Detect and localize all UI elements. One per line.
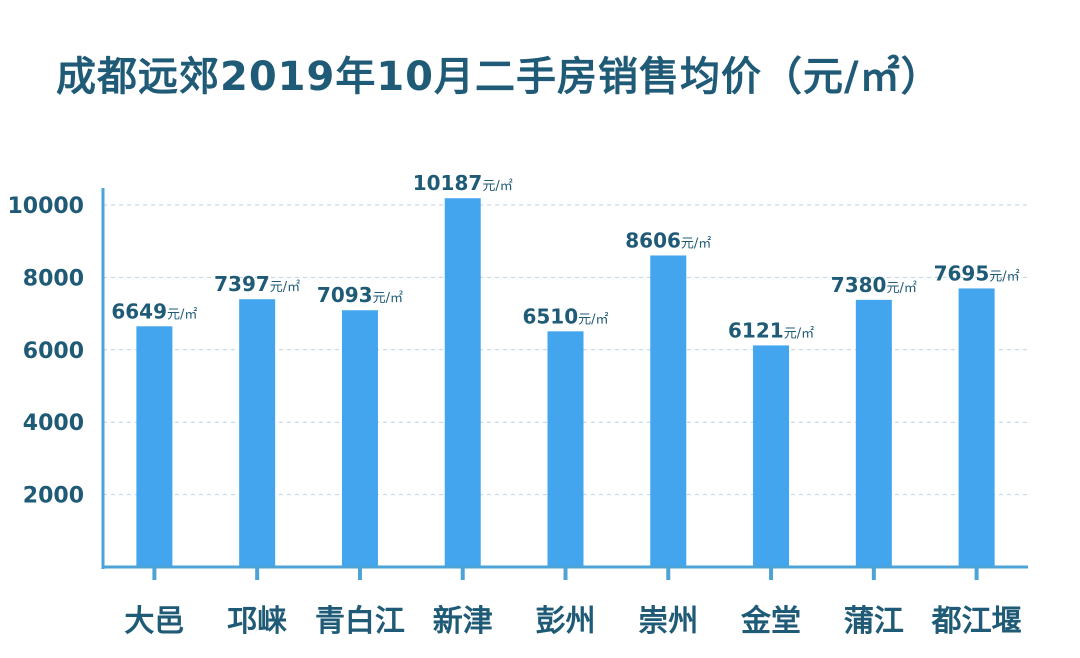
bar	[650, 255, 687, 567]
bar	[341, 310, 378, 567]
x-tick-label: 崇州	[638, 604, 698, 639]
x-tick-label: 彭州	[536, 604, 596, 639]
bar	[753, 345, 790, 567]
x-tick-label: 青白江	[315, 604, 405, 639]
data-label: 10187元/㎡	[413, 171, 513, 195]
x-tick-label: 都江堰	[931, 604, 1022, 639]
y-tick-label: 8000	[23, 266, 84, 291]
x-tick-label: 邛崃	[227, 604, 287, 639]
x-tick-label: 金堂	[740, 604, 801, 639]
y-tick-label: 2000	[23, 484, 84, 509]
y-tick-label: 4000	[23, 411, 84, 436]
data-label: 6121元/㎡	[728, 318, 814, 342]
bar	[136, 326, 173, 567]
bar	[239, 299, 276, 567]
bar	[444, 198, 481, 568]
chart-title: 成都远郊2019年10月二手房销售均价（元/㎡）	[56, 54, 942, 100]
y-tick-label: 6000	[23, 339, 84, 364]
bar	[547, 331, 584, 567]
data-label: 7380元/㎡	[831, 273, 917, 297]
data-label: 6510元/㎡	[522, 304, 608, 328]
x-tick-label: 蒲江	[844, 604, 904, 639]
data-label: 7397元/㎡	[214, 272, 300, 296]
y-tick-label: 10000	[7, 194, 84, 219]
x-tick-label: 新津	[433, 604, 493, 639]
x-tick-label: 大邑	[124, 604, 184, 639]
data-label: 7093元/㎡	[317, 283, 403, 307]
data-label: 8606元/㎡	[625, 228, 711, 252]
bar	[855, 299, 892, 567]
data-label: 7695元/㎡	[934, 261, 1020, 285]
bar	[958, 288, 995, 567]
data-label: 6649元/㎡	[111, 299, 197, 323]
